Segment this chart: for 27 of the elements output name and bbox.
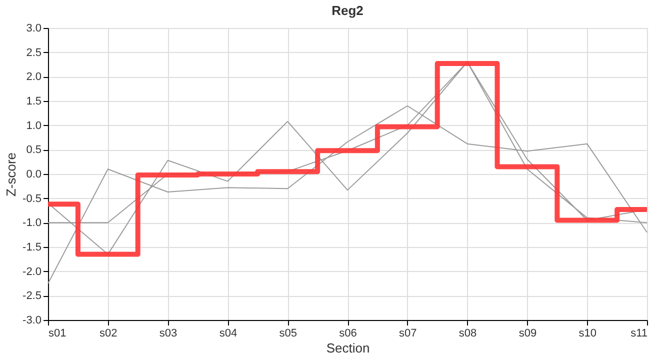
y-tick-label: -1.0 [22, 217, 42, 230]
y-tick-label: 2.0 [26, 71, 42, 84]
x-tick-label: s04 [219, 328, 238, 340]
y-tick-label: -2.5 [22, 290, 42, 302]
x-axis-title: Section [326, 340, 370, 356]
chart-title: Reg2 [332, 3, 364, 18]
y-tick-label: 3.0 [26, 22, 42, 34]
y-tick-label: 0.0 [26, 168, 42, 180]
x-tick-label: s09 [518, 328, 537, 340]
y-tick-label: -3.0 [22, 314, 42, 326]
y-tick-label: 1.5 [26, 96, 42, 108]
y-tick-label: 1.0 [26, 120, 42, 132]
x-tick-label: s10 [578, 328, 596, 340]
x-tick-label: s03 [159, 328, 178, 340]
x-tick-label: s02 [100, 328, 118, 340]
y-tick-label: -0.5 [22, 192, 42, 205]
x-tick-label: s06 [339, 328, 357, 340]
x-tick-label: s05 [279, 328, 297, 340]
y-tick-label: -2.0 [22, 266, 42, 278]
x-tick-label: s01 [48, 328, 66, 340]
y-tick-label: 2.5 [26, 46, 42, 59]
y-tick-label: -1.5 [22, 242, 42, 254]
x-tick-label: s07 [399, 328, 417, 340]
x-tick-label: s11 [630, 328, 648, 340]
y-axis-title: Z-score [4, 152, 19, 197]
y-tick-label: 0.5 [26, 144, 42, 156]
x-tick-label: s08 [458, 328, 477, 340]
